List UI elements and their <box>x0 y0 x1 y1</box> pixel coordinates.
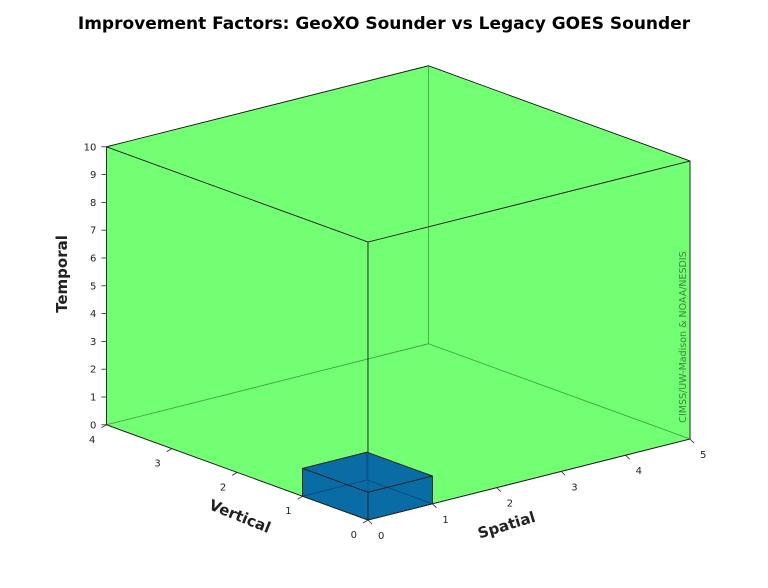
axis-layer: 0 1 2 3 4 5 6 7 8 9 10 0 1 2 3 4 0 1 2 3 4 5 <box>84 142 707 542</box>
x-tick-label: 1 <box>442 515 448 526</box>
credit-watermark: CIMSS/UW-Madison & NOAA/NESDIS <box>678 251 689 422</box>
y-tick-mark <box>101 424 107 429</box>
y-tick-label: 4 <box>89 435 95 446</box>
box-0 <box>106 65 691 521</box>
y-tick-label: 0 <box>351 530 357 541</box>
y-tick-mark <box>362 519 369 524</box>
z-tick-label: 10 <box>84 142 97 153</box>
box-layer <box>106 65 691 521</box>
x-tick-mark <box>367 519 373 525</box>
y-tick-label: 1 <box>285 506 291 517</box>
y-tick-label: 3 <box>154 459 160 470</box>
x-tick-label: 4 <box>636 466 642 477</box>
z-tick-label: 3 <box>90 337 96 348</box>
y-axis-label: Vertical <box>206 496 273 537</box>
x-tick-label: 2 <box>507 499 513 510</box>
y-tick-mark <box>231 472 238 476</box>
x-tick-mark <box>432 503 437 509</box>
z-tick-label: 8 <box>90 198 96 209</box>
z-tick-label: 4 <box>90 309 96 320</box>
y-tick-label: 2 <box>220 482 226 493</box>
box-1-top-face <box>302 451 433 493</box>
z-tick-label: 1 <box>90 393 96 404</box>
x-tick-mark <box>625 454 630 460</box>
z-tick-label: 6 <box>90 254 96 265</box>
box-1 <box>302 451 433 521</box>
z-axis-label: Temporal <box>53 235 71 313</box>
x-tick-mark <box>560 471 566 476</box>
chart-title: Improvement Factors: GeoXO Sounder vs Le… <box>77 14 691 34</box>
z-tick-label: 2 <box>90 365 96 376</box>
x-axis-label: Spatial <box>476 508 538 543</box>
x-tick-label: 5 <box>700 450 706 461</box>
x-axis-line <box>367 438 691 521</box>
y-tick-mark <box>166 448 173 452</box>
z-tick-label: 7 <box>90 226 96 237</box>
z-tick-label: 9 <box>90 170 96 181</box>
z-tick-label: 0 <box>90 420 96 431</box>
x-tick-label: 0 <box>378 531 384 542</box>
x-tick-mark <box>496 487 502 492</box>
x-tick-label: 3 <box>571 482 577 493</box>
x-tick-mark <box>689 438 695 444</box>
y-tick-mark <box>297 495 303 500</box>
z-tick-label: 5 <box>90 281 96 292</box>
box-0-top-face <box>106 65 691 243</box>
